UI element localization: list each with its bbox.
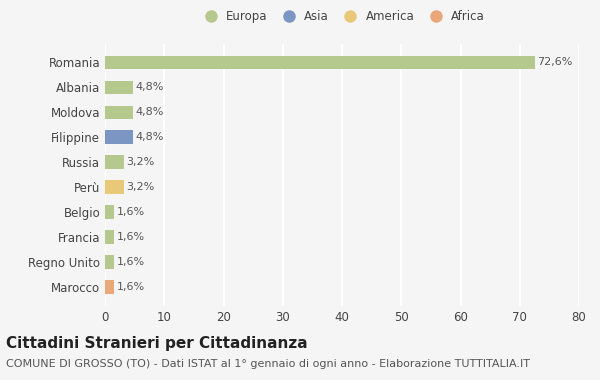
Bar xyxy=(105,130,133,144)
Bar xyxy=(105,280,115,294)
Bar xyxy=(105,230,115,244)
Bar xyxy=(105,255,115,269)
Bar xyxy=(105,55,535,69)
Text: 1,6%: 1,6% xyxy=(117,257,145,267)
Text: 3,2%: 3,2% xyxy=(127,157,155,167)
Text: 4,8%: 4,8% xyxy=(136,82,164,92)
Text: 1,6%: 1,6% xyxy=(117,232,145,242)
Legend: Europa, Asia, America, Africa: Europa, Asia, America, Africa xyxy=(199,10,485,23)
Bar xyxy=(105,106,133,119)
Text: 3,2%: 3,2% xyxy=(127,182,155,192)
Text: 1,6%: 1,6% xyxy=(117,207,145,217)
Text: 4,8%: 4,8% xyxy=(136,132,164,142)
Text: 4,8%: 4,8% xyxy=(136,108,164,117)
Text: Cittadini Stranieri per Cittadinanza: Cittadini Stranieri per Cittadinanza xyxy=(6,336,308,351)
Text: 72,6%: 72,6% xyxy=(538,57,573,68)
Text: 1,6%: 1,6% xyxy=(117,282,145,292)
Text: COMUNE DI GROSSO (TO) - Dati ISTAT al 1° gennaio di ogni anno - Elaborazione TUT: COMUNE DI GROSSO (TO) - Dati ISTAT al 1°… xyxy=(6,359,530,369)
Bar xyxy=(105,205,115,219)
Bar xyxy=(105,180,124,194)
Bar xyxy=(105,155,124,169)
Bar xyxy=(105,81,133,94)
